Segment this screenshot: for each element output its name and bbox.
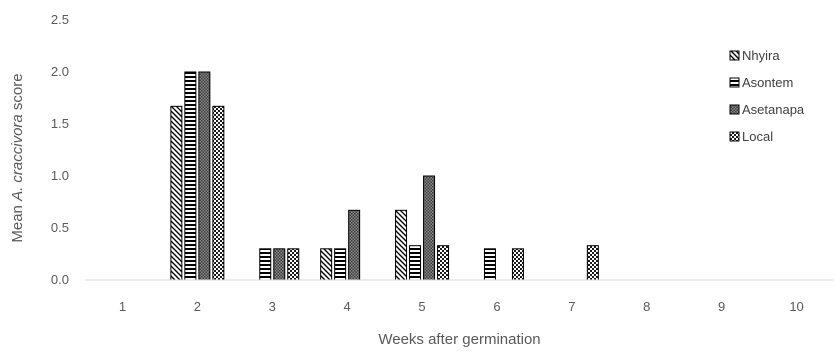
bar-nhyira-week-5 <box>395 209 408 281</box>
bar-asetanapa-week-2 <box>198 71 211 281</box>
bar-nhyira-week-2 <box>170 105 183 281</box>
x-tick-label: 8 <box>643 299 650 314</box>
x-tick-label: 3 <box>269 299 276 314</box>
x-tick-label: 9 <box>718 299 725 314</box>
legend-label-nhyira: Nhyira <box>742 48 780 63</box>
bar-asontem-week-3 <box>259 248 272 281</box>
legend-swatch-asetanapa <box>729 104 740 115</box>
x-tick-label: 1 <box>119 299 126 314</box>
x-tick-label: 7 <box>568 299 575 314</box>
y-tick-label: 0.0 <box>51 272 69 287</box>
bar-asetanapa-week-3 <box>273 248 286 281</box>
x-axis-label: Weeks after germination <box>378 331 540 348</box>
x-tick-label: 6 <box>493 299 500 314</box>
bar-asontem-week-4 <box>334 248 347 281</box>
bar-local-week-6 <box>511 248 524 281</box>
y-tick-label: 0.5 <box>51 220 69 235</box>
x-axis-ticks: 1 2 3 4 5 6 7 8 9 10 <box>119 299 804 314</box>
bar-asontem-week-6 <box>483 248 496 281</box>
legend-label-asetanapa: Asetanapa <box>742 102 805 117</box>
bar-asontem-week-2 <box>184 71 197 281</box>
bars-group <box>170 71 599 281</box>
legend-swatch-local <box>729 131 740 142</box>
bar-local-week-5 <box>437 245 450 281</box>
y-axis-label-species: A. craccivora <box>9 114 26 202</box>
y-axis-ticks: 0.0 0.5 1.0 1.5 2.0 2.5 <box>51 12 69 287</box>
legend-label-local: Local <box>742 129 773 144</box>
legend-swatch-asontem <box>729 77 740 88</box>
legend-label-asontem: Asontem <box>742 75 793 90</box>
x-tick-label: 4 <box>344 299 351 314</box>
bar-asetanapa-week-4 <box>348 209 361 281</box>
y-axis-label: Mean A. craccivora score <box>9 73 26 242</box>
x-tick-label: 10 <box>789 299 803 314</box>
bar-asetanapa-week-5 <box>423 175 436 281</box>
y-axis-label-prefix: Mean <box>9 201 26 243</box>
legend-swatch-nhyira <box>729 50 740 61</box>
y-tick-label: 1.0 <box>51 168 69 183</box>
y-tick-label: 2.5 <box>51 12 69 27</box>
y-tick-label: 1.5 <box>51 116 69 131</box>
bar-local-week-3 <box>287 248 300 281</box>
y-tick-label: 2.0 <box>51 64 69 79</box>
bar-local-week-2 <box>212 105 225 281</box>
x-tick-label: 2 <box>194 299 201 314</box>
legend: Nhyira Asontem Asetanapa Local <box>729 48 805 144</box>
x-tick-label: 5 <box>418 299 425 314</box>
y-axis-label-suffix: score <box>9 73 26 114</box>
bar-nhyira-week-4 <box>320 248 333 281</box>
bar-asontem-week-5 <box>409 245 422 281</box>
bar-local-week-7 <box>586 245 599 281</box>
